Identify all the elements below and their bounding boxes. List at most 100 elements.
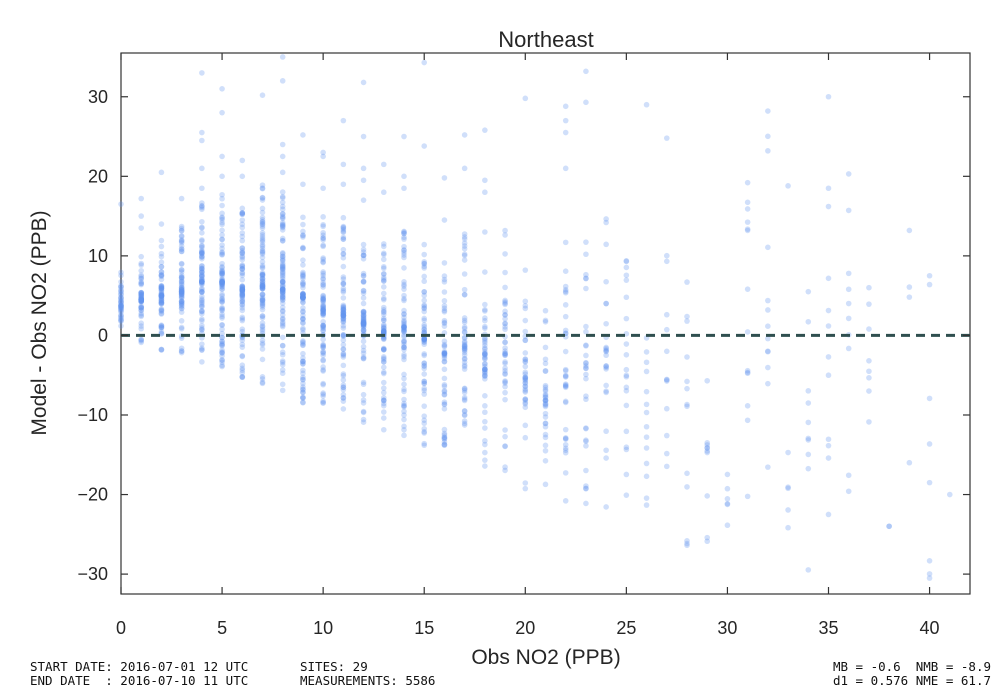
data-point xyxy=(259,277,266,284)
data-point xyxy=(340,236,347,242)
data-point xyxy=(603,389,609,396)
data-point xyxy=(401,324,407,330)
data-point xyxy=(643,423,650,430)
data-point xyxy=(845,286,852,293)
data-point xyxy=(340,395,347,401)
data-point xyxy=(765,348,771,355)
data-point xyxy=(401,344,407,351)
data-point xyxy=(502,324,508,330)
data-point xyxy=(118,305,124,311)
data-point xyxy=(239,276,246,283)
data-point xyxy=(421,337,428,343)
data-point xyxy=(482,370,488,377)
data-point xyxy=(603,447,609,454)
data-point xyxy=(704,444,711,451)
data-point xyxy=(482,229,488,235)
data-point xyxy=(502,378,508,384)
data-point xyxy=(199,203,205,210)
data-point xyxy=(279,283,286,289)
data-point xyxy=(421,387,428,394)
data-point xyxy=(623,258,630,265)
data-point xyxy=(866,284,872,291)
data-point xyxy=(805,437,812,443)
data-point xyxy=(522,356,529,362)
data-point xyxy=(441,298,448,304)
data-point xyxy=(320,305,326,312)
data-point xyxy=(199,279,205,285)
data-point xyxy=(866,388,872,394)
data-point xyxy=(118,286,124,293)
data-point xyxy=(401,416,407,423)
data-point xyxy=(744,226,751,232)
data-point xyxy=(259,313,266,319)
data-point xyxy=(199,285,205,292)
data-point xyxy=(138,260,145,267)
data-point xyxy=(118,294,124,300)
data-point xyxy=(825,511,832,518)
data-point xyxy=(542,434,549,441)
data-point xyxy=(219,299,225,305)
data-point xyxy=(259,282,266,289)
data-point xyxy=(421,289,428,295)
data-point xyxy=(279,211,286,217)
data-point xyxy=(461,355,468,362)
data-point xyxy=(259,337,266,344)
data-point xyxy=(300,367,306,374)
data-point xyxy=(603,347,609,353)
data-point xyxy=(724,471,731,478)
data-point xyxy=(441,430,448,437)
data-point xyxy=(663,376,670,383)
data-point xyxy=(340,309,347,316)
data-point xyxy=(360,322,367,328)
data-point xyxy=(421,263,428,270)
data-point xyxy=(805,465,812,472)
data-point xyxy=(259,285,266,292)
data-point xyxy=(805,435,812,442)
data-point xyxy=(340,372,347,379)
data-point xyxy=(279,268,286,275)
data-point xyxy=(562,381,569,387)
data-point xyxy=(279,224,286,231)
data-point xyxy=(279,320,286,327)
data-point xyxy=(562,447,569,454)
data-point xyxy=(623,264,630,271)
data-point xyxy=(441,323,448,329)
data-point xyxy=(300,350,306,357)
data-point xyxy=(259,294,266,301)
data-point xyxy=(684,378,690,385)
data-point xyxy=(825,185,832,192)
data-point xyxy=(583,371,589,378)
data-point xyxy=(482,189,488,196)
data-point xyxy=(744,199,751,206)
data-point xyxy=(259,182,266,188)
data-point xyxy=(684,484,690,490)
data-point xyxy=(461,243,468,249)
data-point xyxy=(461,240,468,246)
data-point xyxy=(259,284,266,290)
data-point xyxy=(279,342,286,349)
data-point xyxy=(219,349,225,355)
data-point xyxy=(845,270,852,277)
data-point xyxy=(300,387,306,393)
data-point xyxy=(279,193,286,200)
data-point xyxy=(380,325,387,332)
data-point xyxy=(138,307,145,314)
data-point xyxy=(158,272,165,278)
data-point xyxy=(118,312,124,318)
data-point xyxy=(401,322,407,329)
data-point xyxy=(239,283,246,290)
data-point xyxy=(320,400,326,406)
data-point xyxy=(279,78,286,84)
data-point xyxy=(360,312,367,318)
data-point xyxy=(482,351,488,357)
data-point xyxy=(562,384,569,391)
data-point xyxy=(441,342,448,349)
data-point xyxy=(239,291,246,297)
data-point xyxy=(765,364,771,371)
data-point xyxy=(239,284,246,290)
data-point xyxy=(199,281,205,288)
data-point xyxy=(380,325,387,331)
data-point xyxy=(482,338,488,344)
data-point xyxy=(279,286,286,293)
data-point xyxy=(320,308,326,315)
